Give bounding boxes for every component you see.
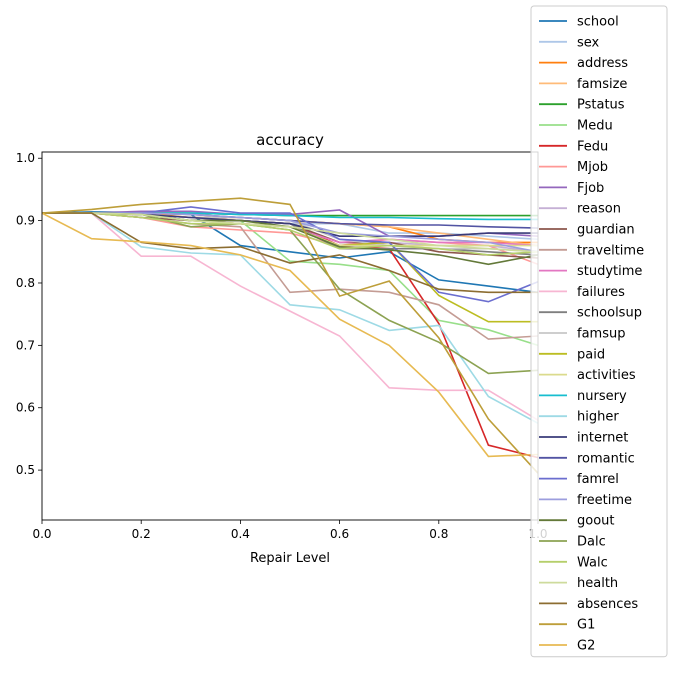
y-tick-label: 0.5	[16, 463, 35, 477]
legend-label: paid	[577, 347, 605, 362]
legend-label: nursery	[577, 389, 627, 404]
legend-label: G2	[577, 639, 595, 654]
legend-label: health	[577, 576, 618, 591]
legend-entry-G2: G2	[539, 639, 595, 654]
legend-entry-paid: paid	[539, 347, 605, 362]
legend-entry-absences: absences	[539, 597, 638, 612]
legend: school sex address famsize Pstatus Medu Fedu Mj…	[530, 5, 668, 658]
series-layer	[42, 197, 538, 474]
legend-entry-health: health	[539, 576, 618, 591]
series-line-Walc	[42, 212, 538, 256]
legend-entry-famsup: famsup	[539, 327, 625, 342]
legend-label: famrel	[577, 472, 619, 487]
legend-entry-higher: higher	[539, 410, 619, 425]
legend-box	[530, 5, 668, 658]
y-tick-label: 1.0	[16, 151, 35, 165]
legend-entry-Medu: Medu	[539, 119, 613, 134]
series-line-higher	[42, 212, 538, 425]
legend-label: famsize	[577, 77, 627, 92]
legend-label: famsup	[577, 327, 625, 342]
legend-label: absences	[577, 597, 638, 612]
x-tick-label: 0.0	[32, 527, 51, 541]
series-line-Dalc	[42, 212, 538, 375]
legend-label: romantic	[577, 451, 635, 466]
legend-label: school	[577, 15, 619, 30]
x-tick-label: 0.2	[132, 527, 151, 541]
series-line-G1	[42, 197, 538, 474]
legend-entry-Mjob: Mjob	[539, 160, 608, 175]
x-tick-label: 0.4	[231, 527, 250, 541]
legend-entry-address: address	[539, 56, 628, 71]
legend-label: higher	[577, 410, 619, 425]
y-tick-label: 0.8	[16, 276, 35, 290]
legend-label: reason	[577, 202, 621, 217]
legend-entry-famsize: famsize	[539, 77, 627, 92]
legend-entry-sex: sex	[539, 35, 600, 50]
legend-label: studytime	[577, 264, 642, 279]
legend-label: Pstatus	[577, 98, 625, 113]
legend-entry-nursery: nursery	[539, 389, 627, 404]
legend-entry-internet: internet	[539, 431, 628, 446]
legend-label: traveltime	[577, 243, 644, 258]
legend-label: Fedu	[577, 139, 608, 154]
legend-entry-Dalc: Dalc	[539, 535, 606, 550]
legend-label: activities	[577, 368, 636, 383]
legend-label: Walc	[577, 555, 608, 570]
legend-label: address	[577, 56, 628, 71]
chart-title: accuracy	[256, 131, 324, 149]
legend-entry-Pstatus: Pstatus	[539, 98, 625, 113]
y-tick-label: 0.7	[16, 338, 35, 352]
legend-entry-reason: reason	[539, 202, 621, 217]
x-axis-label: Repair Level	[250, 551, 330, 566]
legend-entry-Fjob: Fjob	[539, 181, 604, 196]
y-tick-label: 0.6	[16, 401, 35, 415]
legend-entry-romantic: romantic	[539, 451, 635, 466]
legend-entry-freetime: freetime	[539, 493, 632, 508]
legend-entry-Walc: Walc	[539, 555, 608, 570]
legend-label: sex	[577, 35, 600, 50]
series-line-absences	[42, 212, 538, 294]
legend-label: Fjob	[577, 181, 604, 196]
legend-entry-activities: activities	[539, 368, 636, 383]
series-line-health	[42, 212, 538, 253]
series-line-freetime	[42, 212, 538, 253]
legend-label: Medu	[577, 119, 613, 134]
y-axis-ticks: 0.5 0.6 0.7 0.8 0.9 1.0	[16, 151, 42, 477]
x-tick-label: 0.6	[330, 527, 349, 541]
legend-entry-G1: G1	[539, 618, 595, 633]
legend-label: goout	[577, 514, 615, 529]
legend-entry-guardian: guardian	[539, 223, 635, 238]
legend-label: Dalc	[577, 535, 606, 550]
series-line-G2	[42, 212, 538, 458]
legend-entry-school: school	[539, 15, 619, 30]
legend-entry-studytime: studytime	[539, 264, 642, 279]
legend-label: freetime	[577, 493, 632, 508]
series-line-failures	[42, 212, 538, 421]
series-line-traveltime	[42, 212, 538, 340]
legend-label: Mjob	[577, 160, 608, 175]
y-tick-label: 0.9	[16, 214, 35, 228]
legend-entry-famrel: famrel	[539, 472, 619, 487]
legend-entry-goout: goout	[539, 514, 615, 529]
legend-entry-failures: failures	[539, 285, 625, 300]
legend-entry-traveltime: traveltime	[539, 243, 644, 258]
x-axis-ticks: 0.00.20.40.60.81.0	[32, 520, 548, 541]
legend-label: failures	[577, 285, 625, 300]
legend-label: internet	[577, 431, 628, 446]
x-tick-label: 0.8	[429, 527, 448, 541]
legend-label: G1	[577, 618, 595, 633]
legend-label: guardian	[577, 223, 635, 238]
legend-entry-schoolsup: schoolsup	[539, 306, 642, 321]
legend-label: schoolsup	[577, 306, 642, 321]
legend-entry-Fedu: Fedu	[539, 139, 608, 154]
